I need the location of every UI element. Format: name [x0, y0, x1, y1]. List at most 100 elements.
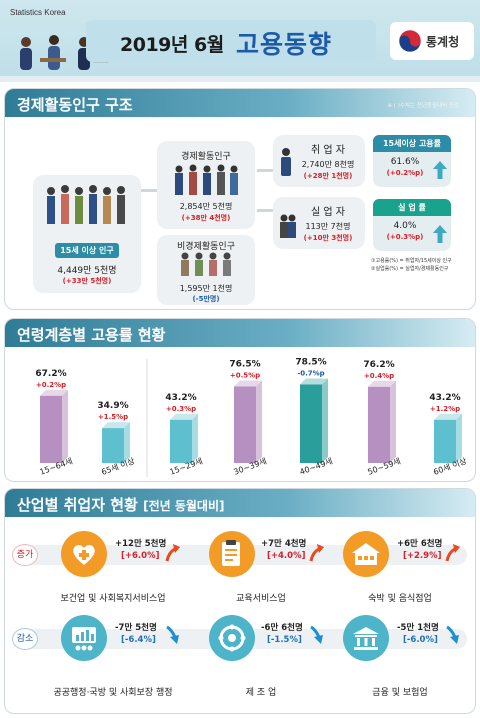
bar-change-label: +0.5%p [230, 372, 260, 380]
industry-employment-panel: 산업별 취업자 현황 [전년 동월대비] 증가 감소 +12만 5천명 [+6.… [4, 488, 476, 714]
bar-change-label: +0.3%p [166, 405, 196, 413]
economically-inactive-change: (-5만명) [192, 295, 220, 303]
bar-side [192, 413, 198, 463]
industry-name: 보건업 및 사회복지서비스업 [60, 594, 166, 604]
industry-icon-badge [61, 531, 107, 577]
unemployed-people-icon [280, 214, 296, 238]
rate-formula-legend: ①고용률(%) = 취업자/15세이상 인구 ②실업률(%) = 실업자/경제활… [371, 257, 471, 273]
labor-force-structure-panel: 경제활동인구 구조 ※ ( )수치는 전년동월대비 증감 15세 이상 인구 4… [4, 88, 476, 310]
employed-box: 취 업 자 2,740만 8천명 (+28만 1천명) [273, 135, 365, 187]
bar-top [40, 389, 68, 396]
bar-value-label: 78.5% [295, 358, 326, 368]
section-title: 경제활동인구 구조 [17, 96, 133, 114]
down-arrow-icon [310, 625, 323, 644]
bar-top [300, 378, 328, 385]
public-admin-icon [72, 627, 96, 651]
section-title: 산업별 취업자 현황 [전년 동월대비] [17, 494, 224, 515]
industry-change-value: +6만 6천명 [397, 539, 443, 549]
industry-icon-badge [209, 615, 255, 661]
industry-change-percent: [+4.0%] [267, 551, 306, 561]
employed-value: 2,740만 8천명 [301, 160, 355, 169]
report-period: 2019년 6월 [120, 34, 224, 56]
bar-value-label: 76.5% [229, 360, 260, 370]
panel-header: 산업별 취업자 현황 [전년 동월대비] [5, 489, 475, 517]
unemployed-label: 실 업 자 [311, 207, 345, 218]
bar-top [170, 413, 198, 420]
bar-side [390, 380, 396, 463]
legend-unemployment-rate: ②실업률(%) = 실업자/경제활동인구 [371, 266, 449, 272]
industry-name: 공공행정·국방 및 사회보장 행정 [53, 688, 173, 698]
industry-change-percent: [+6.0%] [121, 551, 160, 561]
bar [234, 386, 256, 463]
down-arrow-icon [446, 625, 459, 644]
economically-inactive-value: 1,595만 1천명 [179, 284, 233, 293]
up-arrow-icon [309, 544, 324, 562]
agency-name: 통계청 [426, 35, 460, 49]
industry-icon-badge [343, 615, 389, 661]
page-header: Statistics Korea 2019년 6월 고용동향 통계청 [0, 0, 480, 76]
industry-change-value: -7만 5천명 [115, 623, 157, 633]
up-arrow-icon [445, 544, 460, 562]
agency-logo: 통계청 [390, 22, 474, 60]
up-arrow-icon [433, 225, 447, 243]
population-group-icon [47, 185, 125, 224]
economically-active-label: 경제활동인구 [181, 152, 231, 162]
decrease-tag: 감소 [13, 629, 37, 649]
unemployment-rate-box: 실 업 률 4.0% (+0.3%p) [373, 199, 451, 251]
industry-icon-badge [209, 531, 255, 577]
industry-change-value: +12만 5천명 [115, 539, 167, 549]
bar-top [102, 422, 130, 429]
section-title: 연령계층별 고용률 현황 [17, 326, 166, 344]
industry-name: 숙박 및 음식점업 [368, 594, 432, 604]
section-title-text: 산업별 취업자 현황 [17, 496, 138, 514]
employed-worker-icon [281, 148, 291, 176]
bar-value-label: 43.2% [165, 393, 196, 403]
taegeuk-logo-icon [398, 29, 422, 53]
section-note: ※ ( )수치는 전년동월대비 증감 [387, 103, 459, 109]
unemployment-rate-value: 4.0% [393, 221, 417, 231]
connector-line [257, 209, 273, 212]
manufacturing-icon [218, 624, 246, 652]
bar-value-label: 76.2% [363, 360, 394, 370]
industry-icon-badge [343, 531, 389, 577]
bar [102, 428, 124, 463]
employment-rate-change: (+0.2%p) [386, 169, 424, 177]
finance-icon [353, 627, 379, 650]
bar-top [434, 413, 462, 420]
legend-employment-rate: ①고용률(%) = 취업자/15세이상 인구 [371, 258, 452, 264]
population-15plus-value: 4,449만 5천명 [57, 266, 117, 276]
panel-header: 연령계층별 고용률 현황 [5, 319, 475, 347]
age-employment-panel: 연령계층별 고용률 현황 67.2% +0.2%p 15~64세 34.9% +1.5%… [4, 318, 476, 482]
economically-active-box: 경제활동인구 2,854만 5천명 (+38만 4천명) [157, 141, 255, 229]
bar-top [234, 380, 262, 387]
bar [300, 384, 322, 463]
economically-active-value: 2,854만 5천명 [179, 202, 233, 211]
bar-value-label: 34.9% [97, 401, 128, 411]
brand-text: Statistics Korea [10, 8, 66, 17]
bar-change-label: +1.5%p [98, 413, 128, 421]
up-arrow-icon [433, 161, 447, 179]
bar-side [256, 380, 262, 463]
industry-change-value: +7만 4천명 [261, 539, 307, 549]
inactive-people-icon [181, 252, 231, 276]
industry-change-value: -5만 1천명 [397, 623, 439, 633]
bar-change-label: +1.2%p [430, 405, 460, 413]
lodging-icon [352, 543, 380, 565]
population-15plus-change: (+33만 5천명) [62, 277, 112, 285]
up-arrow-icon [165, 544, 180, 562]
bar-change-label: +0.2%p [36, 381, 66, 389]
connector-line [117, 189, 165, 192]
unemployed-value: 113만 7천명 [305, 222, 351, 231]
economically-inactive-label: 비경제활동인구 [177, 242, 235, 252]
unemployed-change: (+10만 3천명) [303, 234, 353, 242]
bar-side [62, 389, 68, 463]
industry-name: 제 조 업 [245, 688, 277, 698]
population-15plus-label: 15세 이상 인구 [55, 243, 119, 258]
bar-side [124, 422, 130, 463]
industry-name: 금융 및 보험업 [372, 688, 428, 698]
workers-group-icon [175, 164, 238, 195]
industry-change-percent: [-6.4%] [121, 635, 156, 645]
bar [170, 419, 192, 463]
unemployed-box: 실 업 자 113만 7천명 (+10만 3천명) [273, 197, 365, 249]
